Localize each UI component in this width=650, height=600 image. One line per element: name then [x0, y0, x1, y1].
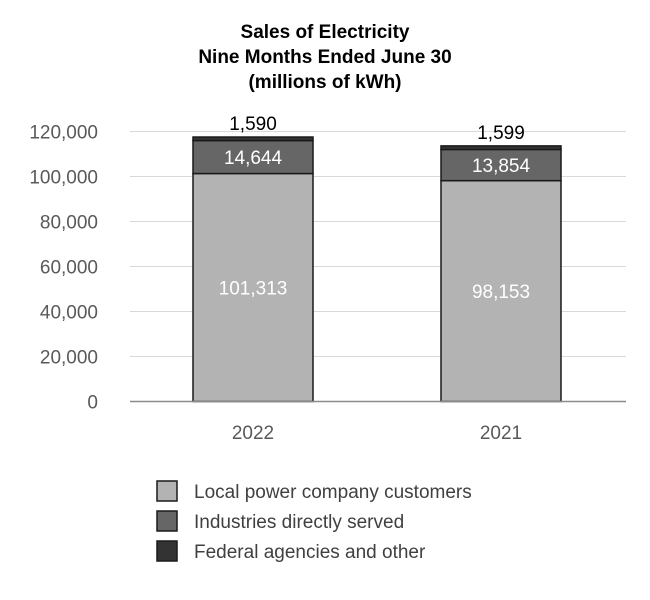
y-tick-label: 0 — [87, 393, 98, 414]
bar-federal-segment-2022 — [192, 136, 314, 142]
y-tick-label: 120,000 — [29, 123, 98, 144]
chart-title-line-2: Nine Months Ended June 30 — [198, 47, 451, 68]
data-label-industries-segment: 13,854 — [472, 156, 531, 177]
y-tick-label: 100,000 — [29, 168, 98, 189]
data-label-local-power-segment: 98,153 — [472, 282, 530, 303]
x-tick-label: 2022 — [232, 423, 274, 444]
y-axis-tick-labels: 0 20,000 40,000 60,000 80,000 100,000 120,000 — [29, 123, 98, 414]
chart-title-line-1: Sales of Electricity — [241, 22, 410, 43]
legend-industries: Industries directly served — [156, 510, 404, 533]
data-label-local-power-segment: 101,313 — [219, 279, 288, 300]
legend-federal-swatch — [156, 540, 178, 562]
x-tick-label: 2021 — [480, 423, 522, 444]
legend-federal: Federal agencies and other — [156, 540, 426, 563]
legend: Local power company customers Industries … — [156, 480, 472, 563]
y-tick-label: 40,000 — [40, 303, 98, 324]
x-axis-tick-labels: 2022 2021 — [232, 423, 522, 444]
y-tick-label: 60,000 — [40, 258, 98, 279]
y-tick-label: 20,000 — [40, 348, 98, 369]
legend-local-power: Local power company customers — [156, 480, 472, 503]
bar-federal-segment-2021 — [440, 145, 562, 151]
chart-title: Sales of Electricity Nine Months Ended J… — [198, 22, 451, 93]
y-tick-label: 80,000 — [40, 213, 98, 234]
legend-federal-label: Federal agencies and other — [194, 542, 426, 563]
data-label-federal-segment: 1,590 — [229, 114, 277, 135]
data-label-industries-segment: 14,644 — [224, 148, 283, 169]
stacked-bars — [192, 136, 562, 403]
legend-local-power-label: Local power company customers — [194, 482, 472, 503]
legend-industries-swatch — [156, 510, 178, 532]
data-labels: 101,313 14,644 1,590 98,153 13,854 1,599 — [219, 114, 531, 303]
bar-local-power-segment-2021 — [440, 179, 562, 403]
chart-title-line-3: (millions of kWh) — [248, 72, 401, 93]
legend-industries-label: Industries directly served — [194, 512, 404, 533]
bar-industries-segment-2022 — [192, 139, 314, 175]
data-label-federal-segment: 1,599 — [477, 123, 525, 144]
legend-local-power-swatch — [156, 480, 178, 502]
